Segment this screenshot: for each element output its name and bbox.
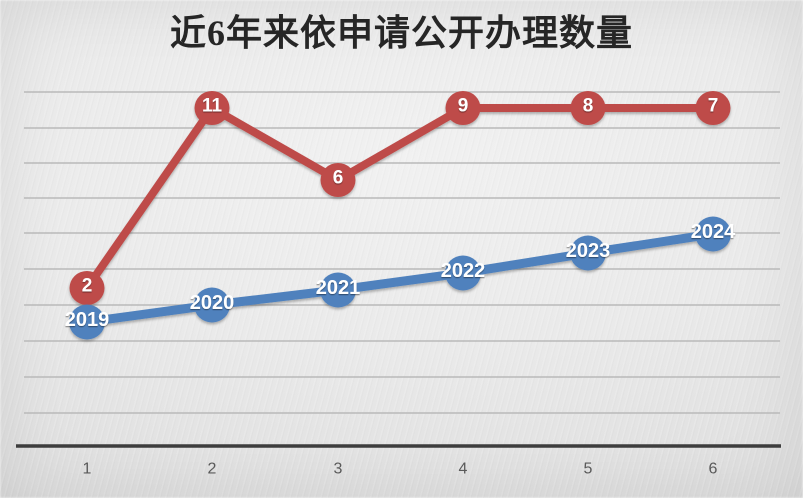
red-series (69, 91, 731, 305)
data-label: 11 (202, 96, 223, 117)
x-tick-label: 1 (83, 461, 92, 478)
data-label: 2019 (65, 309, 110, 331)
gridlines (24, 91, 780, 414)
data-label: 6 (333, 168, 344, 189)
x-tick-label: 6 (709, 461, 718, 478)
red-series-marker (695, 91, 731, 125)
data-label: 2024 (691, 221, 736, 243)
data-label: 2022 (441, 260, 486, 282)
data-label: 2023 (566, 240, 611, 262)
x-tick-label: 3 (334, 461, 343, 478)
blue-series-marker (320, 272, 356, 308)
blue-series-marker (570, 235, 606, 271)
blue-series-data-labels: 2019 2020 2021 2022 2023 2024 (65, 221, 736, 331)
data-label: 2 (82, 276, 93, 297)
red-series-marker (445, 91, 481, 125)
x-tick-label: 4 (459, 461, 468, 478)
data-label: 2021 (316, 277, 361, 299)
x-tick-label: 2 (208, 461, 217, 478)
red-series-line (83, 104, 717, 292)
red-series-marker (69, 271, 105, 305)
blue-series (69, 216, 731, 340)
data-label: 8 (583, 96, 594, 117)
data-label: 7 (708, 96, 719, 117)
red-series-marker (194, 91, 230, 125)
data-label: 2020 (190, 292, 235, 314)
red-series-marker (570, 91, 606, 125)
blue-series-marker (695, 216, 731, 252)
x-tick-label: 5 (584, 461, 593, 478)
red-series-data-labels: 2 11 6 9 8 7 (82, 96, 719, 297)
red-series-marker (320, 163, 356, 197)
chart-title: 近6年来依申请公开办理数量 (169, 13, 633, 53)
blue-series-marker (69, 304, 105, 340)
data-label: 9 (458, 96, 469, 117)
blue-series-marker (194, 287, 230, 323)
blue-series-line (82, 229, 718, 327)
blue-series-marker (445, 255, 481, 291)
x-axis-tick-labels: 1 2 3 4 5 6 (83, 461, 718, 478)
